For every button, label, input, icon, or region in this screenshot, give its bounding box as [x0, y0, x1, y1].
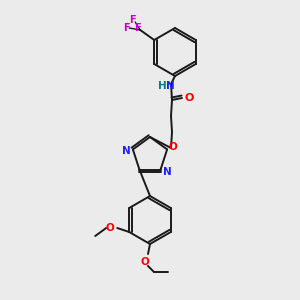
Text: O: O — [141, 257, 149, 267]
Text: N: N — [163, 167, 172, 177]
Text: O: O — [169, 142, 178, 152]
Text: O: O — [184, 93, 194, 103]
Text: F: F — [129, 15, 136, 25]
Text: N: N — [166, 81, 174, 91]
Text: F: F — [134, 23, 140, 33]
Text: H: H — [158, 81, 166, 91]
Text: O: O — [106, 223, 115, 233]
Text: F: F — [123, 23, 130, 33]
Text: N: N — [122, 146, 130, 156]
